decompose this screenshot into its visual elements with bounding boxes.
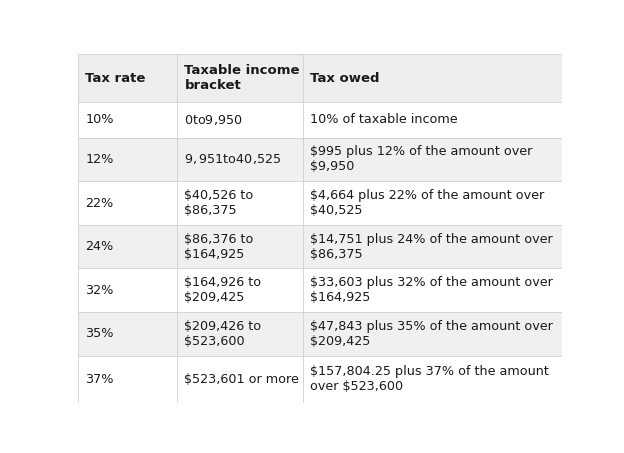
Text: 12%: 12% [85,153,114,166]
Text: 37%: 37% [85,373,114,386]
Bar [78,102,562,138]
Text: $995 plus 12% of the amount over
$9,950: $995 plus 12% of the amount over $9,950 [310,145,532,173]
Text: Tax owed: Tax owed [310,72,379,85]
Text: $40,526 to
$86,375: $40,526 to $86,375 [185,189,253,217]
Bar [78,138,562,181]
Text: $4,664 plus 22% of the amount over
$40,525: $4,664 plus 22% of the amount over $40,5… [310,189,544,217]
Bar [78,225,562,268]
Bar [78,54,562,102]
Text: $0 to $9,950: $0 to $9,950 [185,113,243,127]
Text: $33,603 plus 32% of the amount over
$164,925: $33,603 plus 32% of the amount over $164… [310,276,553,304]
Text: Tax rate: Tax rate [85,72,145,85]
Text: Taxable income
bracket: Taxable income bracket [185,64,300,92]
Bar [78,181,562,225]
Bar [78,268,562,312]
Text: $9,951 to $40,525: $9,951 to $40,525 [185,152,281,166]
Text: $86,376 to
$164,925: $86,376 to $164,925 [185,232,254,260]
Text: $157,804.25 plus 37% of the amount
over $523,600: $157,804.25 plus 37% of the amount over … [310,366,549,393]
Text: 35%: 35% [85,328,114,340]
Text: $47,843 plus 35% of the amount over
$209,425: $47,843 plus 35% of the amount over $209… [310,320,553,348]
Bar [78,312,562,356]
Text: $209,426 to
$523,600: $209,426 to $523,600 [185,320,261,348]
Text: 10%: 10% [85,113,114,126]
Text: 32%: 32% [85,284,114,297]
Bar [78,356,562,403]
Text: 22%: 22% [85,197,114,209]
Text: 10% of taxable income: 10% of taxable income [310,113,458,126]
Text: 24%: 24% [85,240,114,253]
Text: $14,751 plus 24% of the amount over
$86,375: $14,751 plus 24% of the amount over $86,… [310,232,553,260]
Text: $523,601 or more: $523,601 or more [185,373,300,386]
Text: $164,926 to
$209,425: $164,926 to $209,425 [185,276,261,304]
